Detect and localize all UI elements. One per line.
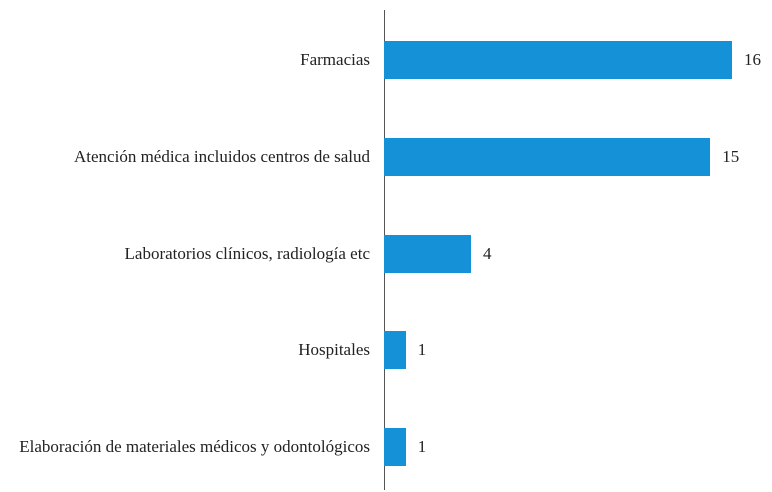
data-label: 16: [744, 50, 761, 70]
category-label: Farmacias: [300, 50, 370, 70]
bar: [384, 234, 471, 273]
bar: [384, 41, 732, 80]
category-label: Laboratorios clínicos, radiología etc: [124, 243, 370, 263]
data-label: 15: [722, 146, 740, 166]
data-label: 1: [417, 436, 427, 456]
category-label: Elaboración de materiales médicos y odon…: [19, 436, 370, 456]
category-label: Hospitales: [298, 340, 370, 360]
bar: [384, 137, 711, 176]
bar: [384, 427, 406, 466]
bar: [384, 331, 406, 370]
category-label: Atención médica incluidos centros de sal…: [74, 146, 370, 166]
data-label: 1: [417, 340, 427, 360]
data-label: 4: [483, 243, 492, 263]
